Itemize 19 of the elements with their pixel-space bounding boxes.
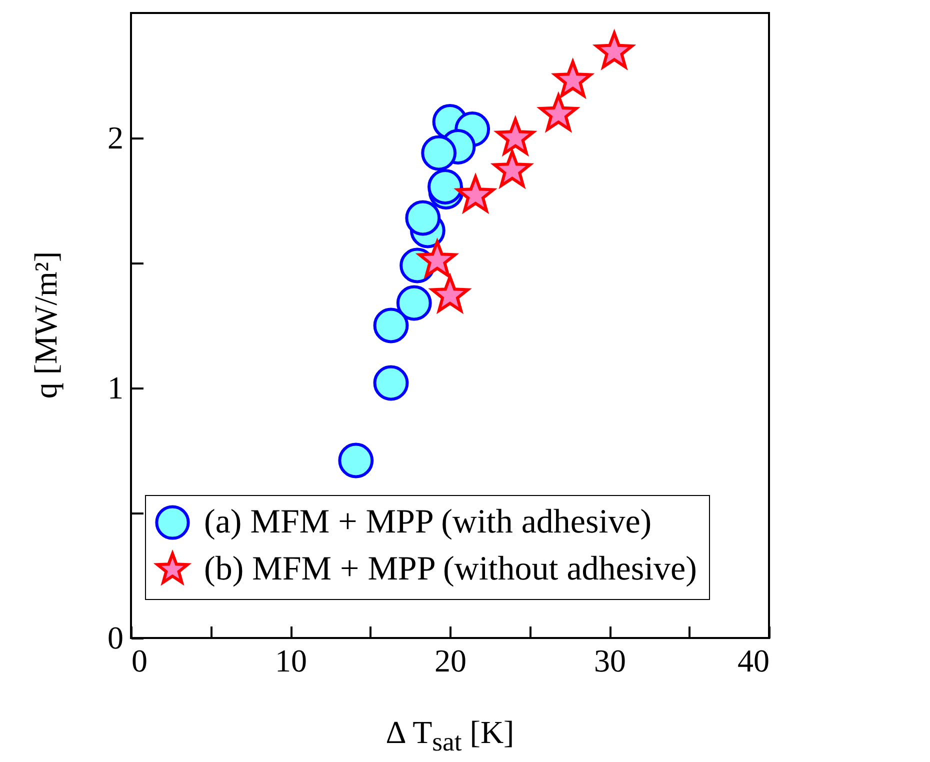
point bbox=[405, 200, 441, 236]
point bbox=[373, 308, 409, 344]
x-tick-label: 0 bbox=[132, 642, 148, 678]
x-tick-label: 10 bbox=[275, 642, 307, 678]
y-axis-title: q [MW/m²] bbox=[28, 251, 64, 399]
point bbox=[373, 365, 409, 401]
point bbox=[338, 442, 374, 478]
x-axis-title: Δ T$_{sat}$ [K] bbox=[386, 714, 514, 758]
x-tick-label: 40 bbox=[738, 642, 770, 678]
point bbox=[421, 135, 457, 171]
y-tick-label: 2 bbox=[108, 120, 124, 156]
y-tick-label: 0 bbox=[108, 620, 124, 656]
point bbox=[428, 169, 463, 204]
point bbox=[396, 285, 432, 321]
legend-label: (a) MFM + MPP (with adhesive) bbox=[204, 504, 652, 540]
y-tick-label: 1 bbox=[108, 370, 124, 406]
legend-label: (b) MFM + MPP (without adhesive) bbox=[204, 550, 697, 588]
x-tick-label: 30 bbox=[594, 642, 626, 678]
x-tick-label: 20 bbox=[434, 642, 466, 678]
